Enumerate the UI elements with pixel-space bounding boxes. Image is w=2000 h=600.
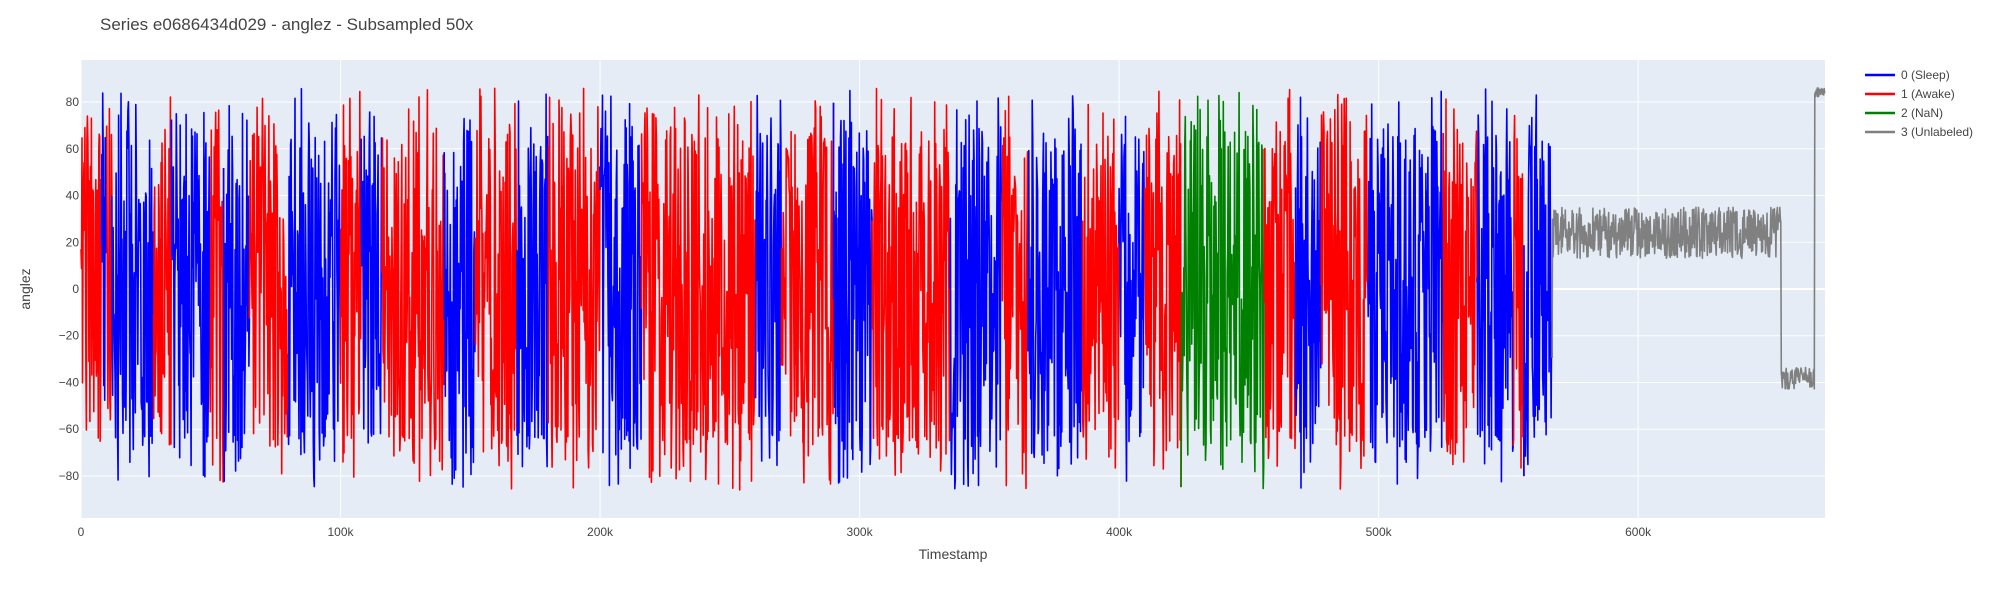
series-line xyxy=(1476,88,1514,483)
x-axis-title: Timestamp xyxy=(919,546,988,562)
x-tick-label: 100k xyxy=(328,525,355,539)
series-line xyxy=(640,94,757,491)
y-tick-label: −40 xyxy=(59,375,80,389)
y-tick-label: 20 xyxy=(66,235,80,249)
x-tick-label: 0 xyxy=(78,525,85,539)
series-line xyxy=(170,111,212,478)
series-line xyxy=(1001,95,1029,490)
series-line xyxy=(832,89,873,484)
series-line xyxy=(871,87,951,476)
x-tick-label: 600k xyxy=(1625,525,1652,539)
x-tick-label: 400k xyxy=(1106,525,1133,539)
series-line xyxy=(381,89,445,482)
series-line xyxy=(1367,90,1444,485)
series-line xyxy=(1523,94,1553,477)
legend-item[interactable]: 0 (Sleep) xyxy=(1865,68,1950,82)
series-line xyxy=(1081,103,1120,469)
series-line xyxy=(599,94,643,487)
series-line xyxy=(100,92,108,401)
legend-item[interactable]: 3 (Unlabeled) xyxy=(1865,125,1973,139)
series-line xyxy=(516,93,549,468)
y-axis-title: anglez xyxy=(17,268,33,309)
legend[interactable]: 0 (Sleep) 1 (Awake) 2 (NaN) 3 (Unlabeled) xyxy=(1865,68,1973,139)
series-line xyxy=(1551,87,1826,390)
legend-label: 3 (Unlabeled) xyxy=(1901,125,1973,139)
series-line xyxy=(1320,93,1369,490)
x-tick-label: 500k xyxy=(1366,525,1393,539)
series-line xyxy=(474,87,518,490)
series-line xyxy=(1118,115,1146,482)
y-tick-label: −60 xyxy=(59,422,80,436)
y-tick-label: 0 xyxy=(72,282,79,296)
series-line xyxy=(287,87,342,488)
series-line xyxy=(209,109,225,483)
series-line xyxy=(111,92,155,481)
series-line xyxy=(360,111,383,444)
series-line xyxy=(80,115,103,442)
series-line xyxy=(1512,114,1525,477)
series-line xyxy=(949,97,1003,490)
series-line xyxy=(780,100,835,485)
series-line xyxy=(1263,88,1297,467)
series-line xyxy=(105,107,113,421)
series-line xyxy=(1294,96,1322,489)
legend-label: 1 (Awake) xyxy=(1901,87,1955,101)
series-line xyxy=(1180,91,1265,490)
y-tick-label: −80 xyxy=(59,469,80,483)
x-axis-ticks: 0 100k 200k 300k 400k 500k 600k xyxy=(78,525,1652,539)
chart-title: Series e0686434d029 - anglez - Subsample… xyxy=(100,15,474,34)
x-tick-label: 300k xyxy=(847,525,874,539)
y-axis-ticks: −80 −60 −40 −20 0 20 40 60 80 xyxy=(59,95,80,483)
legend-item[interactable]: 1 (Awake) xyxy=(1865,87,1955,101)
legend-label: 0 (Sleep) xyxy=(1901,68,1950,82)
series-line xyxy=(248,97,289,475)
series-line xyxy=(443,117,477,488)
series-lines xyxy=(80,87,1826,491)
series-line xyxy=(1027,95,1084,477)
y-tick-label: 60 xyxy=(66,142,80,156)
x-tick-label: 200k xyxy=(587,525,614,539)
series-line xyxy=(222,104,251,483)
series-line xyxy=(754,94,783,467)
series-line xyxy=(547,87,601,489)
y-tick-label: −20 xyxy=(59,329,80,343)
y-tick-label: 80 xyxy=(66,95,80,109)
y-tick-label: 40 xyxy=(66,189,80,203)
legend-item[interactable]: 2 (NaN) xyxy=(1865,106,1943,120)
legend-label: 2 (NaN) xyxy=(1901,106,1943,120)
series-line xyxy=(1442,98,1478,466)
series-line xyxy=(152,96,173,446)
series-line xyxy=(1143,90,1182,488)
series-line xyxy=(339,90,362,478)
